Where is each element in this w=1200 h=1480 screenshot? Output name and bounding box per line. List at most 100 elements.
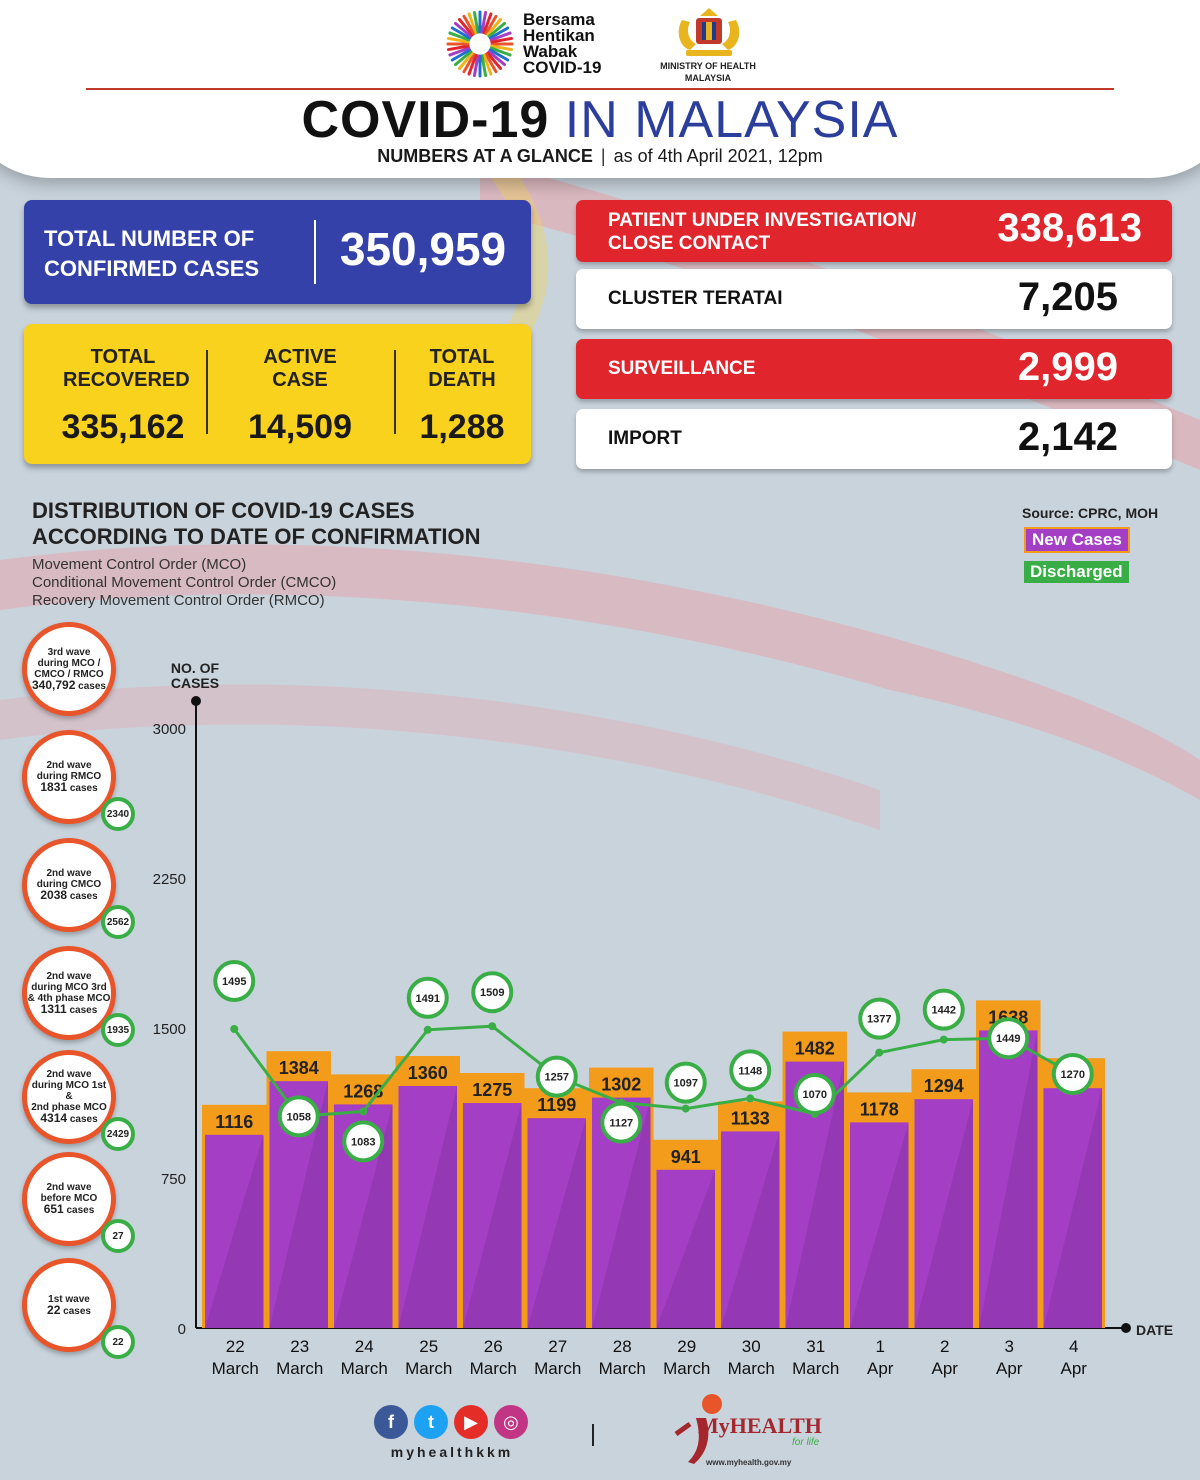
- discharged-value-label: 1058: [287, 1111, 311, 1123]
- y-axis-cap: [191, 696, 201, 706]
- title-part2: IN MALAYSIA: [564, 91, 899, 149]
- instagram-icon[interactable]: ◎: [494, 1405, 528, 1439]
- header-divider: [86, 88, 1114, 90]
- active-label: ACTIVE CASE: [263, 346, 337, 391]
- bar-new-cases: [398, 1086, 457, 1328]
- discharged-point: [488, 1022, 497, 1031]
- wave-count-unit: cases: [75, 680, 106, 692]
- wave-case-count: 340,792 cases: [32, 679, 106, 692]
- x-tick-day: 30: [742, 1337, 761, 1356]
- discharged-point: [423, 1025, 432, 1034]
- x-tick-day: 3: [1005, 1337, 1014, 1356]
- discharged-point: [359, 1107, 368, 1116]
- x-tick-day: 29: [677, 1337, 696, 1356]
- wave-circle: 1st wave 22 cases: [22, 1258, 116, 1352]
- wave-period: during MCO /: [37, 657, 101, 669]
- wave-title: 3rd wave: [47, 646, 91, 658]
- wave-circle: 2nd wave during MCO 3rd & 4th phase MCO 131…: [22, 946, 116, 1040]
- twitter-icon[interactable]: t: [414, 1405, 448, 1439]
- discharged-value-label: 1097: [674, 1078, 698, 1090]
- bar-shade: [205, 1134, 264, 1328]
- discharged-point: [230, 1025, 239, 1033]
- legend-new-cases: New Cases: [1024, 527, 1130, 553]
- bar-shade: [592, 1097, 651, 1328]
- bar-shade: [269, 1081, 328, 1328]
- y-tick-label: 2250: [153, 871, 186, 888]
- bersama-hentikan-logo: [446, 10, 514, 78]
- x-tick-day: 24: [355, 1337, 374, 1356]
- y-axis-title: NO. OF CASES: [170, 660, 220, 691]
- malaysia-coat-of-arms-icon: [678, 8, 740, 56]
- x-tick-day: 26: [484, 1337, 503, 1356]
- discharged-bubble: [342, 1120, 385, 1163]
- bar-value-label: 1199: [537, 1095, 576, 1115]
- bar-shade: [785, 1061, 844, 1328]
- wave-title: 1st wave: [48, 1293, 90, 1305]
- bar-shade: [979, 1030, 1038, 1328]
- page-title: COVID-19 IN MALAYSIA: [0, 90, 1200, 150]
- x-tick-month: March: [534, 1359, 581, 1378]
- death-value: 1,288: [419, 408, 505, 446]
- discharged-value-label: 1148: [738, 1065, 762, 1077]
- wave-case-count: 651 cases: [44, 1203, 95, 1216]
- y-tick-label: 0: [178, 1321, 186, 1338]
- stat-divider: [206, 350, 208, 434]
- wave-title: 2nd wave: [46, 1182, 92, 1193]
- wave-discharged-badge: 22: [101, 1325, 135, 1359]
- bar-shade: [721, 1131, 780, 1328]
- wave-title: 2nd wave: [46, 1069, 92, 1080]
- wave-count-unit: cases: [63, 1205, 95, 1216]
- wave-count-unit: cases: [67, 1114, 98, 1125]
- discharged-value-label: 1509: [480, 987, 504, 999]
- x-tick-month: March: [599, 1359, 646, 1378]
- youtube-icon[interactable]: ▶: [454, 1405, 488, 1439]
- x-tick-month: March: [728, 1359, 775, 1378]
- wave-title: 2nd wave: [46, 970, 92, 982]
- card-divider: [314, 220, 316, 284]
- pui-label: PATIENT UNDER INVESTIGATION/ CLOSE CONTA…: [608, 210, 917, 254]
- bar-new-cases: [914, 1099, 973, 1328]
- bar-new-cases: [979, 1030, 1038, 1328]
- x-tick-month: Apr: [867, 1359, 894, 1378]
- myhealth-logo-icon: [674, 1394, 722, 1464]
- page-subtitle: NUMBERS AT A GLANCE | as of 4th April 2021…: [0, 146, 1200, 167]
- discharged-value-label: 1127: [609, 1118, 633, 1130]
- campaign-logo-text: Bersama Hentikan Wabak COVID-19: [523, 10, 602, 77]
- wave-count-unit: cases: [66, 1004, 98, 1016]
- surveillance-label: SURVEILLANCE: [608, 358, 756, 379]
- discharged-point: [875, 1048, 884, 1057]
- wave-case-count: 1311 cases: [40, 1001, 98, 1016]
- bar-shade: [914, 1099, 973, 1328]
- bar-new-cases: [850, 1122, 909, 1328]
- bar-value-label: 1302: [601, 1075, 641, 1095]
- bar-shade: [463, 1103, 522, 1328]
- x-tick-day: 25: [419, 1337, 438, 1356]
- surveillance-value: 2,999: [1017, 345, 1118, 389]
- bar-value-label: 941: [671, 1147, 701, 1167]
- death-label: TOTAL DEATH: [428, 346, 496, 391]
- confirmed-value: 350,959: [339, 223, 507, 275]
- legend-discharged: Discharged: [1024, 561, 1129, 583]
- x-tick-month: Apr: [996, 1359, 1023, 1378]
- wave-period: during MCO 3rd: [31, 981, 107, 993]
- ministry-label: MINISTRY OF HEALTH MALAYSIA: [660, 61, 756, 83]
- wave-count-value: 1311: [40, 1001, 67, 1016]
- y-tick-label: 750: [161, 1171, 186, 1188]
- daily-cases-chart: 0750150022503000111622March138423March12…: [153, 696, 1131, 1378]
- wave-period-detail: & 4th phase MCO: [27, 992, 111, 1004]
- discharged-bubble: [600, 1101, 643, 1144]
- bar-new-cases: [1043, 1088, 1102, 1328]
- wave-count-unit: cases: [67, 783, 98, 794]
- discharged-bubble: [922, 988, 965, 1031]
- bar-value-label: 1384: [279, 1058, 319, 1078]
- title-part1: COVID-19: [301, 91, 550, 149]
- wave-discharged-badge: 27: [101, 1219, 135, 1253]
- pui-close-contact-card: PATIENT UNDER INVESTIGATION/ CLOSE CONTA…: [576, 200, 1172, 262]
- source-label: Source: CPRC, MOH: [1022, 505, 1159, 521]
- wave-period: before MCO: [40, 1193, 98, 1204]
- wave-count-unit: cases: [60, 1305, 91, 1317]
- facebook-icon[interactable]: f: [374, 1405, 408, 1439]
- confirmed-cases-card: TOTAL NUMBER OF CONFIRMED CASES 350,959: [24, 200, 531, 304]
- bar-value-label: 1482: [795, 1039, 835, 1059]
- bar-value-label: 1294: [924, 1076, 964, 1096]
